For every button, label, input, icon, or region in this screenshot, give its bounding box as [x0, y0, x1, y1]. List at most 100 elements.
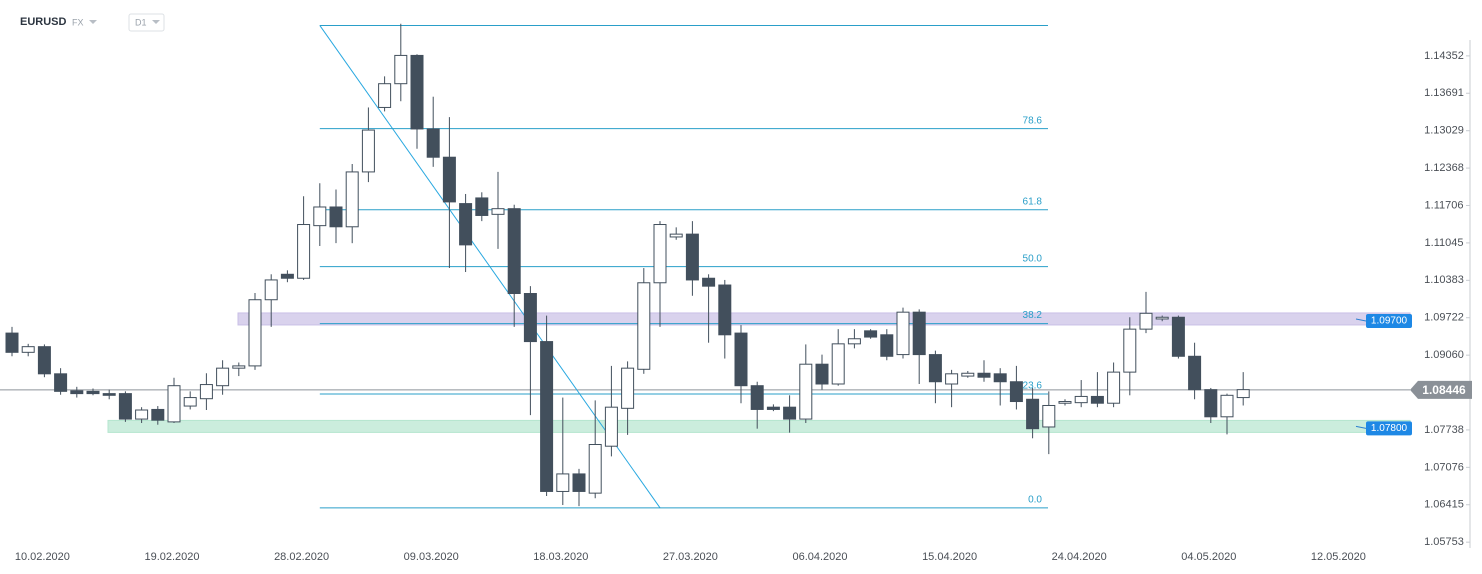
candle-body — [410, 54, 424, 130]
candle-body — [459, 203, 473, 246]
candle-body — [70, 390, 84, 395]
candle-body — [1058, 401, 1072, 404]
candle-body — [815, 363, 829, 385]
candle-body — [945, 373, 959, 385]
candle-body — [37, 346, 51, 375]
zone-label: 1.07800 — [1371, 423, 1408, 434]
candle-body — [329, 206, 343, 228]
candle-body — [167, 385, 181, 423]
current-price-box — [1410, 380, 1472, 399]
x-tick-label: 27.03.2020 — [663, 551, 718, 563]
candle-body — [394, 54, 408, 85]
candle-body — [280, 273, 294, 279]
y-tick-label: 1.12368 — [1424, 162, 1464, 174]
candle-body — [1042, 404, 1056, 428]
y-tick-label: 1.10383 — [1424, 274, 1464, 286]
x-tick-label: 19.02.2020 — [144, 551, 199, 563]
candle-body — [523, 293, 537, 343]
candle-body — [297, 224, 311, 279]
y-tick-label: 1.13691 — [1424, 87, 1464, 99]
candle-body — [216, 367, 230, 387]
candle-body — [475, 197, 489, 216]
zone-connector — [1355, 318, 1367, 322]
candle-body — [345, 171, 359, 228]
x-tick-label: 24.04.2020 — [1052, 551, 1107, 563]
candle-body — [1090, 395, 1104, 404]
fib-label: 38.2 — [1023, 310, 1043, 321]
zone-connector — [1355, 425, 1367, 429]
candle-body — [1074, 395, 1088, 404]
candle-body — [880, 334, 894, 357]
candle-body — [378, 83, 392, 108]
candle-body — [442, 156, 456, 203]
candle-body — [151, 408, 165, 421]
candle-body — [621, 367, 635, 409]
candle-body — [572, 473, 586, 492]
x-tick-label: 28.02.2020 — [274, 551, 329, 563]
candle-body — [5, 332, 19, 353]
interval-box[interactable] — [128, 13, 165, 32]
y-tick-label: 1.11706 — [1425, 199, 1464, 211]
candle-body — [507, 208, 521, 295]
y-tick-label: 1.07076 — [1424, 461, 1464, 473]
fib-label: 78.6 — [1023, 115, 1043, 126]
y-tick-label: 1.05753 — [1424, 536, 1464, 548]
dropdown-arrow[interactable] — [89, 20, 97, 24]
candle-body — [556, 473, 570, 492]
y-tick-label: 1.09060 — [1424, 349, 1464, 361]
candle-body — [1204, 389, 1218, 418]
candle-body — [1026, 398, 1040, 430]
candle-body — [313, 206, 327, 227]
x-tick-label: 09.03.2020 — [404, 551, 459, 563]
y-tick-label: 1.06415 — [1424, 499, 1464, 511]
x-tick-label: 10.02.2020 — [15, 551, 70, 563]
x-tick-label: 12.05.2020 — [1311, 551, 1366, 563]
candle-body — [361, 129, 375, 173]
zone-band[interactable] — [107, 419, 1411, 433]
candle-body — [1171, 316, 1185, 357]
candle-body — [21, 346, 35, 353]
candle-body — [783, 406, 797, 420]
candle-body — [1155, 316, 1169, 320]
candle-body — [928, 354, 942, 383]
candle-body — [426, 128, 440, 158]
fib-label: 50.0 — [1023, 253, 1043, 264]
candle-body — [540, 341, 554, 492]
candle-body — [637, 282, 651, 370]
candle-body — [1236, 389, 1250, 399]
candle-body — [135, 409, 149, 420]
zone-label-box — [1366, 421, 1412, 436]
fib-label: 23.6 — [1023, 381, 1043, 392]
y-tick-label: 1.14352 — [1424, 50, 1464, 62]
candle-body — [1220, 394, 1234, 418]
candle-body — [669, 233, 683, 238]
candle-body — [653, 224, 667, 284]
candle-body — [248, 299, 262, 367]
candle-body — [102, 393, 116, 396]
dropdown-arrow[interactable] — [152, 20, 160, 24]
candle-body — [1009, 381, 1023, 403]
x-tick-label: 15.04.2020 — [922, 551, 977, 563]
candle-body — [912, 311, 926, 356]
candle-body — [702, 277, 716, 287]
candle-body — [977, 372, 991, 378]
symbol[interactable]: EURUSD — [20, 16, 67, 28]
candle-body — [734, 332, 748, 387]
candle-body — [491, 208, 505, 215]
candle-body — [750, 385, 764, 410]
candle-body — [183, 397, 197, 407]
candle-body — [847, 338, 861, 345]
candle-body — [118, 393, 132, 420]
x-tick-label: 06.04.2020 — [792, 551, 847, 563]
candle-body — [86, 390, 100, 395]
x-tick-label: 18.03.2020 — [533, 551, 588, 563]
candle-body — [264, 279, 278, 301]
candle-body — [896, 311, 910, 356]
interval[interactable]: D1 — [135, 17, 147, 27]
candle-body — [232, 365, 246, 369]
x-tick-label: 04.05.2020 — [1181, 551, 1236, 563]
fib-label: 0.0 — [1028, 494, 1042, 505]
candle-body — [766, 406, 780, 410]
